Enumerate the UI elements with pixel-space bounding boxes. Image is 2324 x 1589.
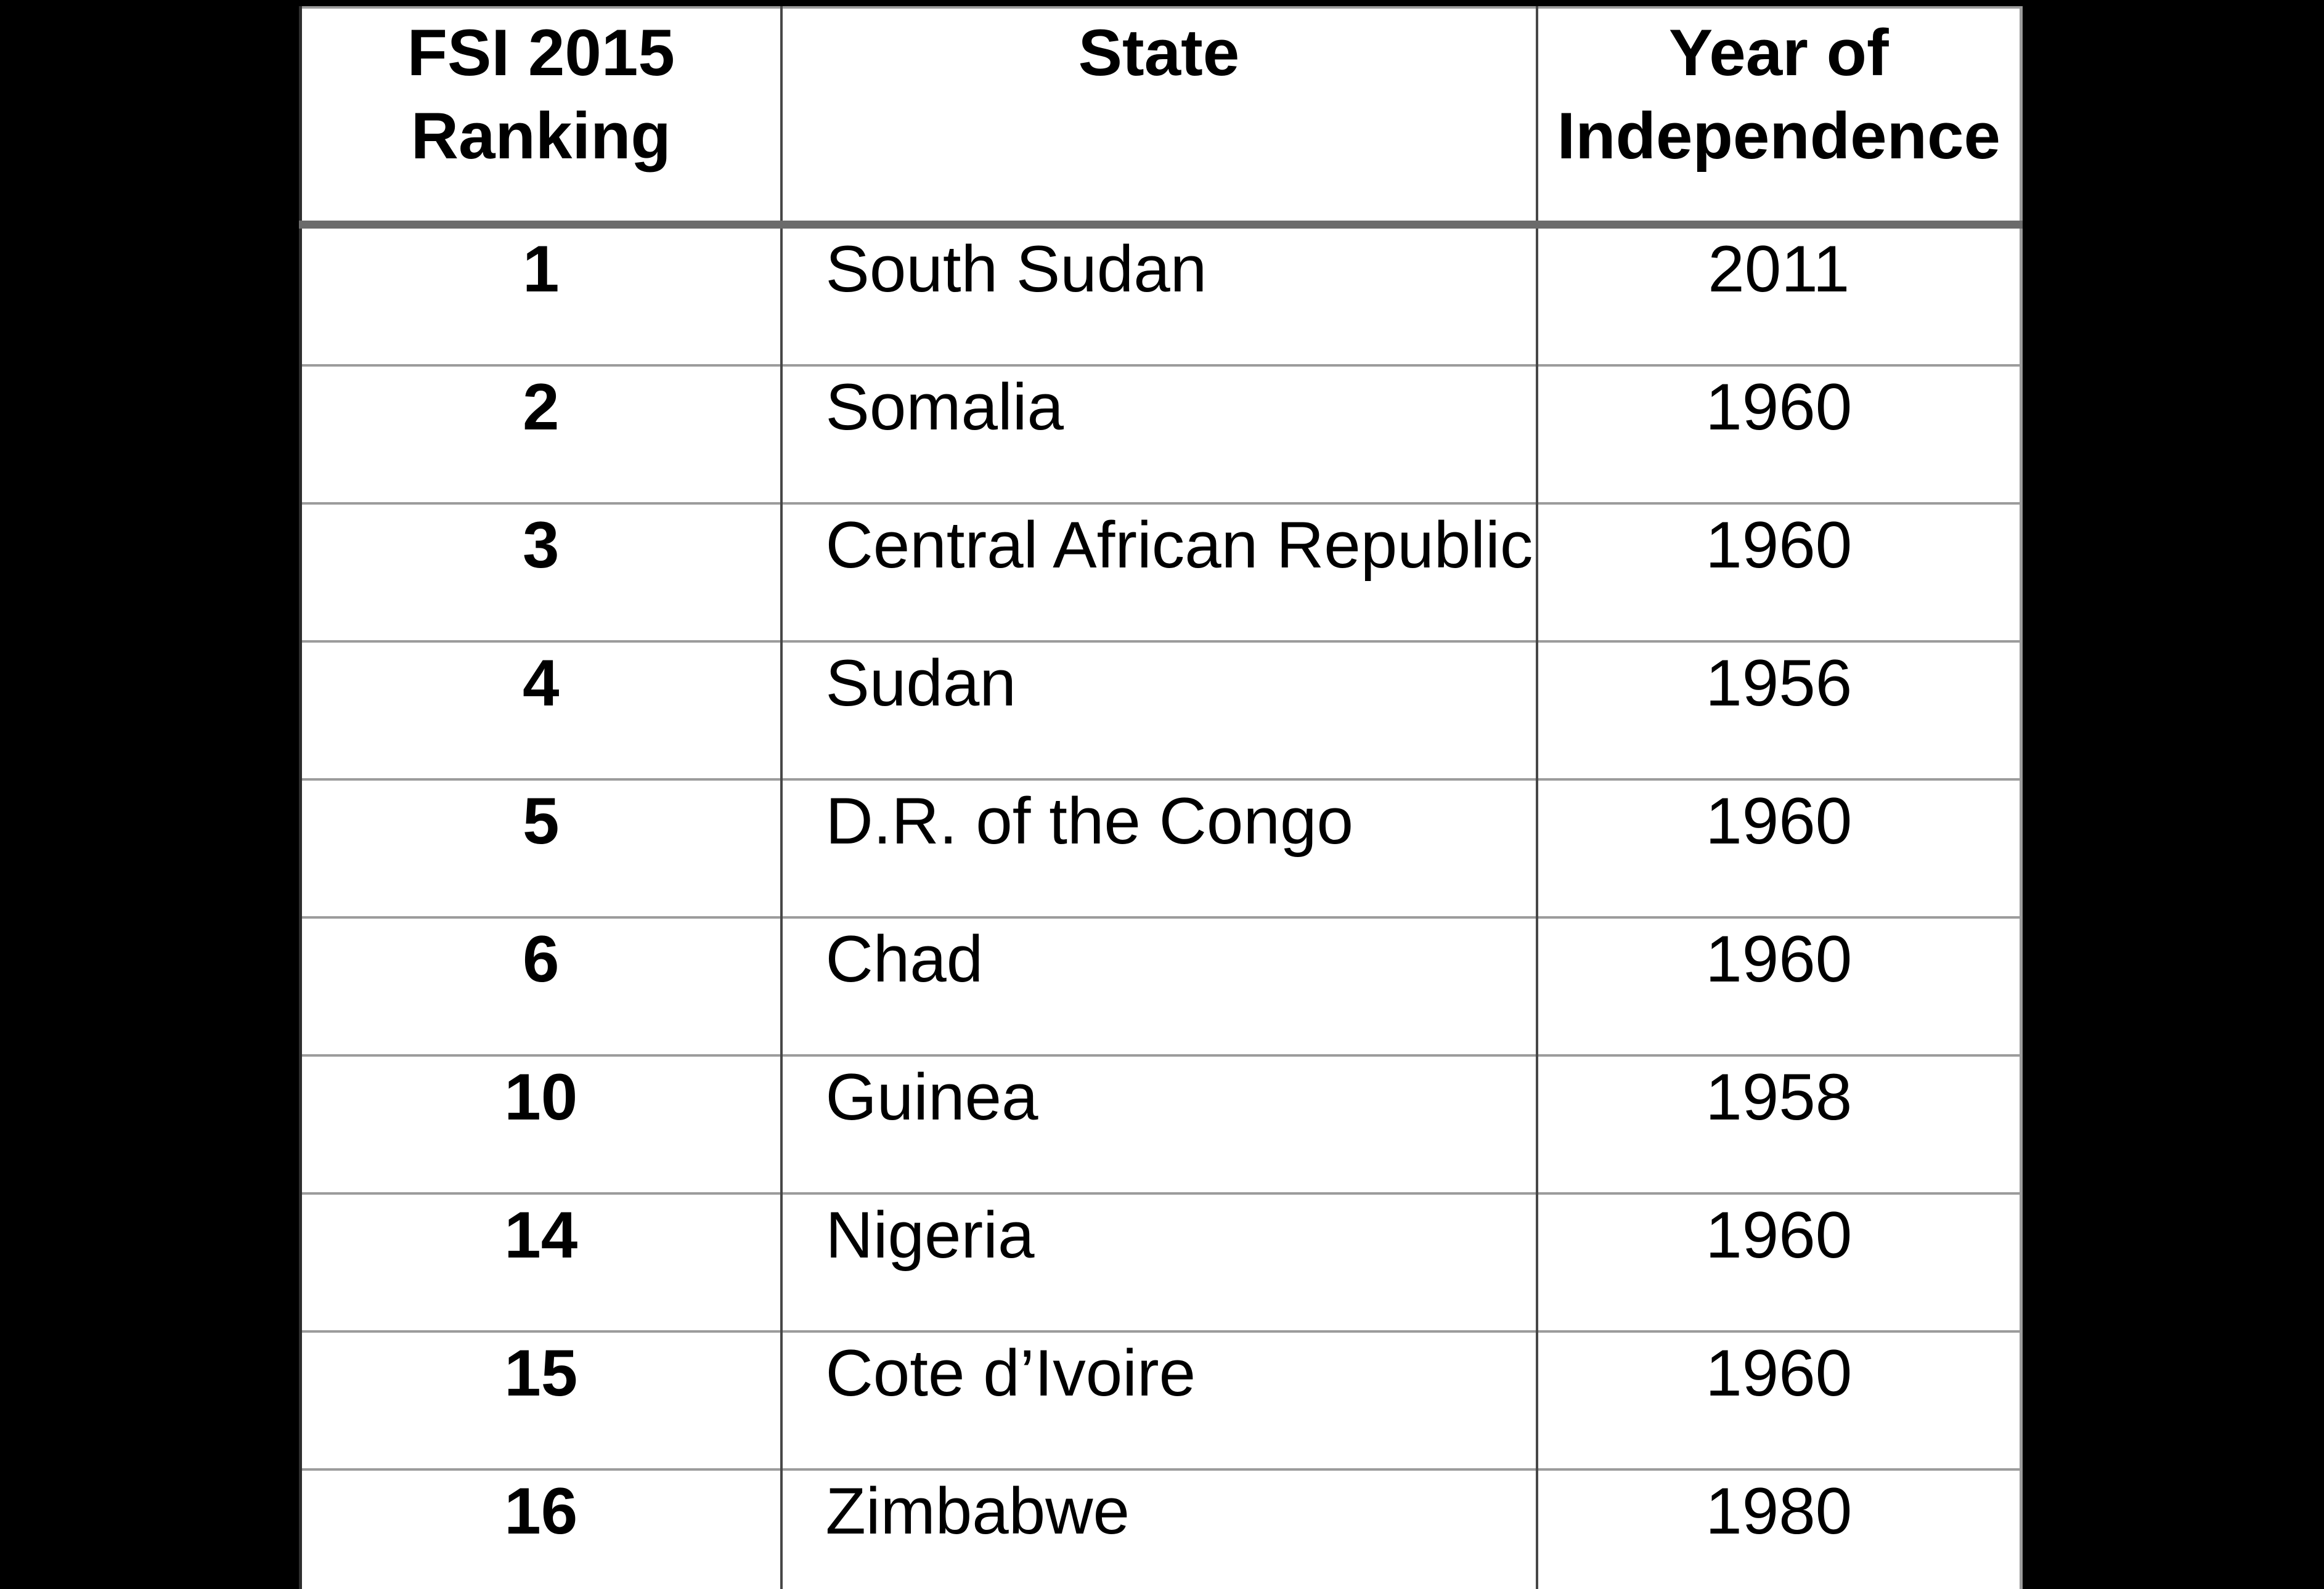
table-row: 16 Zimbabwe 1980: [300, 1468, 2021, 1589]
year-cell: 2011: [1535, 224, 2021, 365]
ranking-cell: 16: [300, 1468, 781, 1589]
ranking-cell: 6: [300, 916, 781, 1055]
table-row: 6 Chad 1960: [300, 916, 2021, 1055]
state-cell: Sudan: [780, 640, 1537, 779]
ranking-cell: 2: [300, 364, 781, 503]
table-body: 1 South Sudan 2011 2 Somalia 1960 3 Central Afr…: [300, 224, 2021, 1589]
year-cell: 1960: [1535, 1330, 2021, 1469]
ranking-cell: 14: [300, 1192, 781, 1331]
table-row: 15 Cote d’Ivoire 1960: [300, 1330, 2021, 1469]
ranking-cell: 1: [522, 232, 560, 306]
ranking-cell: 5: [300, 778, 781, 917]
state-cell: Zimbabwe: [780, 1468, 1537, 1589]
table-row: 14 Nigeria 1960: [300, 1192, 2021, 1331]
state-cell: Chad: [780, 916, 1537, 1055]
year-cell: 1958: [1535, 1054, 2021, 1193]
table-row: 4 Sudan 1956: [300, 640, 2021, 779]
header-row: FSI 2015 Ranking State Year of Independe…: [300, 7, 2021, 229]
fsi-ranking-table: FSI 2015 Ranking State Year of Independe…: [299, 6, 2023, 1589]
table-row: 2 Somalia 1960: [300, 364, 2021, 503]
year-cell: 1956: [1535, 640, 2021, 779]
year-cell: 1960: [1535, 1192, 2021, 1331]
year-cell: 1960: [1535, 364, 2021, 503]
column-header-year: Year of Independence: [1535, 7, 2021, 229]
state-cell: Nigeria: [780, 1192, 1537, 1331]
ranking-cell: 10: [300, 1054, 781, 1193]
state-cell: South Sudan: [780, 224, 1537, 365]
table-row: 1 South Sudan 2011: [301, 224, 2021, 365]
state-cell: Central African Republic: [780, 502, 1537, 641]
table-row: 5 D.R. of the Congo 1960: [300, 778, 2021, 917]
table-row: 10 Guinea 1958: [300, 1054, 2021, 1193]
year-cell: 1980: [1535, 1468, 2021, 1589]
year-cell: 1960: [1535, 778, 2021, 917]
table-row: 3 Central African Republic 1960: [300, 502, 2021, 641]
ranking-cell: 3: [300, 502, 781, 641]
ranking-cell: 15: [300, 1330, 781, 1469]
state-cell: Guinea: [780, 1054, 1537, 1193]
column-header-ranking: FSI 2015 Ranking: [300, 7, 781, 229]
state-cell: D.R. of the Congo: [780, 778, 1537, 917]
ranking-cell: 4: [300, 640, 781, 779]
column-header-state: State: [780, 7, 1537, 229]
year-cell: 1960: [1535, 502, 2021, 641]
state-cell: Cote d’Ivoire: [780, 1330, 1537, 1469]
year-cell: 1960: [1535, 916, 2021, 1055]
state-cell: Somalia: [780, 364, 1537, 503]
